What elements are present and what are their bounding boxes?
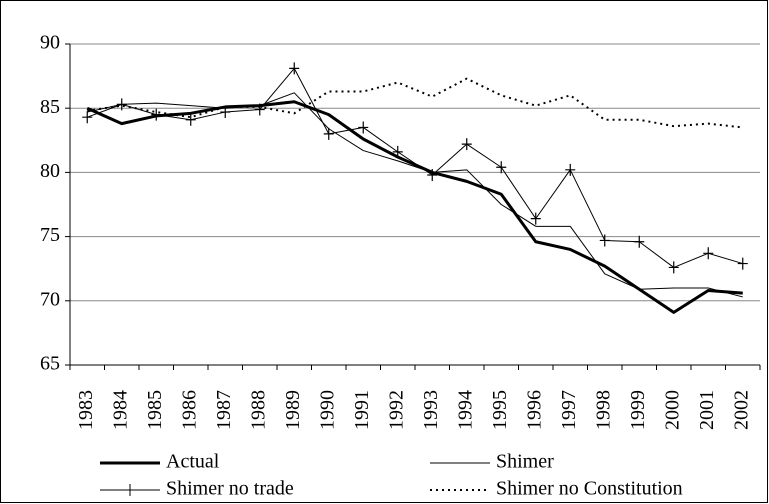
legend-label: Shimer <box>496 451 554 473</box>
series-line <box>87 67 743 268</box>
series-line <box>86 100 743 314</box>
marker <box>668 261 679 274</box>
x-tick-label: 1991 <box>351 390 373 430</box>
x-tick-label: 1984 <box>109 390 131 430</box>
x-tick-label: 1995 <box>489 390 511 430</box>
y-tick-label: 90 <box>40 32 60 54</box>
legend-label: Actual <box>166 451 220 473</box>
x-tick-label: 1987 <box>213 390 235 430</box>
x-tick-label: 1994 <box>454 390 476 430</box>
marker <box>461 138 472 151</box>
x-tick-label: 1993 <box>420 390 442 430</box>
marker <box>220 106 231 119</box>
y-tick-label: 70 <box>40 288 60 310</box>
series-line <box>87 92 743 298</box>
x-tick-label: 1996 <box>523 390 545 430</box>
marker <box>565 163 576 176</box>
legend-marker <box>125 484 135 496</box>
marker <box>634 235 645 248</box>
marker <box>323 127 334 140</box>
marker <box>599 234 610 247</box>
marker <box>737 257 748 270</box>
marker <box>392 145 403 158</box>
marker <box>185 113 196 126</box>
x-tick-label: 1998 <box>592 390 614 430</box>
x-tick-label: 2000 <box>661 390 683 430</box>
x-tick-label: 1988 <box>247 390 269 430</box>
x-tick-label: 1989 <box>282 390 304 430</box>
x-tick-label: 2001 <box>696 390 718 430</box>
x-tick-label: 1985 <box>144 390 166 430</box>
x-tick-label: 1990 <box>316 390 338 430</box>
x-tick-label: 1983 <box>75 390 97 430</box>
marker <box>82 111 93 124</box>
legend-label: Shimer no Constitution <box>496 478 683 500</box>
marker <box>530 212 541 225</box>
marker <box>254 103 265 116</box>
marker <box>116 98 127 111</box>
marker <box>289 62 300 75</box>
y-tick-label: 85 <box>40 96 60 118</box>
marker <box>427 168 438 181</box>
marker <box>358 121 369 134</box>
y-tick-label: 65 <box>40 353 60 375</box>
x-tick-label: 2002 <box>730 390 752 430</box>
marker <box>151 108 162 121</box>
series-line <box>87 77 743 129</box>
y-tick-label: 75 <box>40 224 60 246</box>
x-tick-label: 1999 <box>627 390 649 430</box>
y-tick-label: 80 <box>40 160 60 182</box>
legend-label: Shimer no trade <box>166 478 294 500</box>
x-tick-label: 1986 <box>178 390 200 430</box>
x-tick-label: 1997 <box>558 390 580 430</box>
marker <box>496 161 507 174</box>
marker <box>703 247 714 260</box>
x-tick-label: 1992 <box>385 390 407 430</box>
